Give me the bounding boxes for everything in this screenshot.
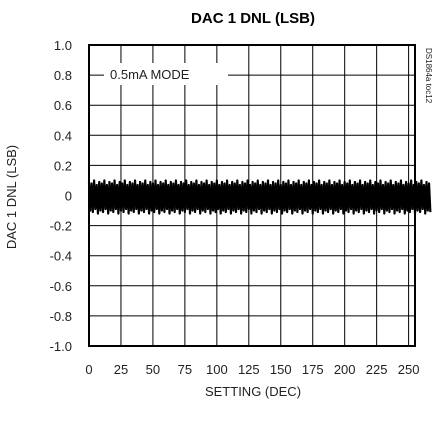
y-tick-label: -0.2 <box>50 219 72 234</box>
series-group <box>87 179 432 215</box>
x-tick-label: 175 <box>302 362 324 377</box>
figure-code: DS1864a toc12 <box>424 48 433 104</box>
y-tick-label: -0.8 <box>50 309 72 324</box>
y-tick-label: 0.8 <box>54 68 72 83</box>
x-tick-labels: 0 25 50 75 100 125 150 175 200 225 250 <box>85 362 419 377</box>
x-tick-label: 225 <box>366 362 388 377</box>
x-tick-label: 75 <box>178 362 192 377</box>
y-tick-label: 0.2 <box>54 158 72 173</box>
y-tick-label: 0.4 <box>54 128 72 143</box>
x-tick-label: 125 <box>238 362 260 377</box>
dnl-series-line <box>87 179 432 215</box>
annotation-group: 0.5mA MODE <box>104 63 228 85</box>
x-axis-label: SETTING (DEC) <box>205 384 301 399</box>
x-tick-label: 100 <box>206 362 228 377</box>
chart-title: DAC 1 DNL (LSB) <box>191 10 315 27</box>
annotation-label: 0.5mA MODE <box>110 67 190 82</box>
x-tick-label: 250 <box>398 362 420 377</box>
y-tick-labels: 1.0 0.8 0.6 0.4 0.2 0 -0.2 -0.4 -0.6 -0.8 -1.0 <box>50 38 72 354</box>
y-tick-label: 0 <box>65 189 72 204</box>
x-tick-label: 0 <box>85 362 92 377</box>
x-tick-label: 150 <box>270 362 292 377</box>
y-tick-label: -0.6 <box>50 279 72 294</box>
x-tick-label: 25 <box>114 362 128 377</box>
y-tick-label: 0.6 <box>54 98 72 113</box>
plot-frame <box>88 44 416 347</box>
annotation-background <box>104 63 228 85</box>
x-tick-label: 50 <box>146 362 160 377</box>
y-axis-label: DAC 1 DNL (LSB) <box>4 145 19 249</box>
y-tick-label: 1.0 <box>54 38 72 53</box>
y-tick-label: -0.4 <box>50 249 72 264</box>
x-tick-label: 200 <box>334 362 356 377</box>
y-tick-label: -1.0 <box>50 339 72 354</box>
